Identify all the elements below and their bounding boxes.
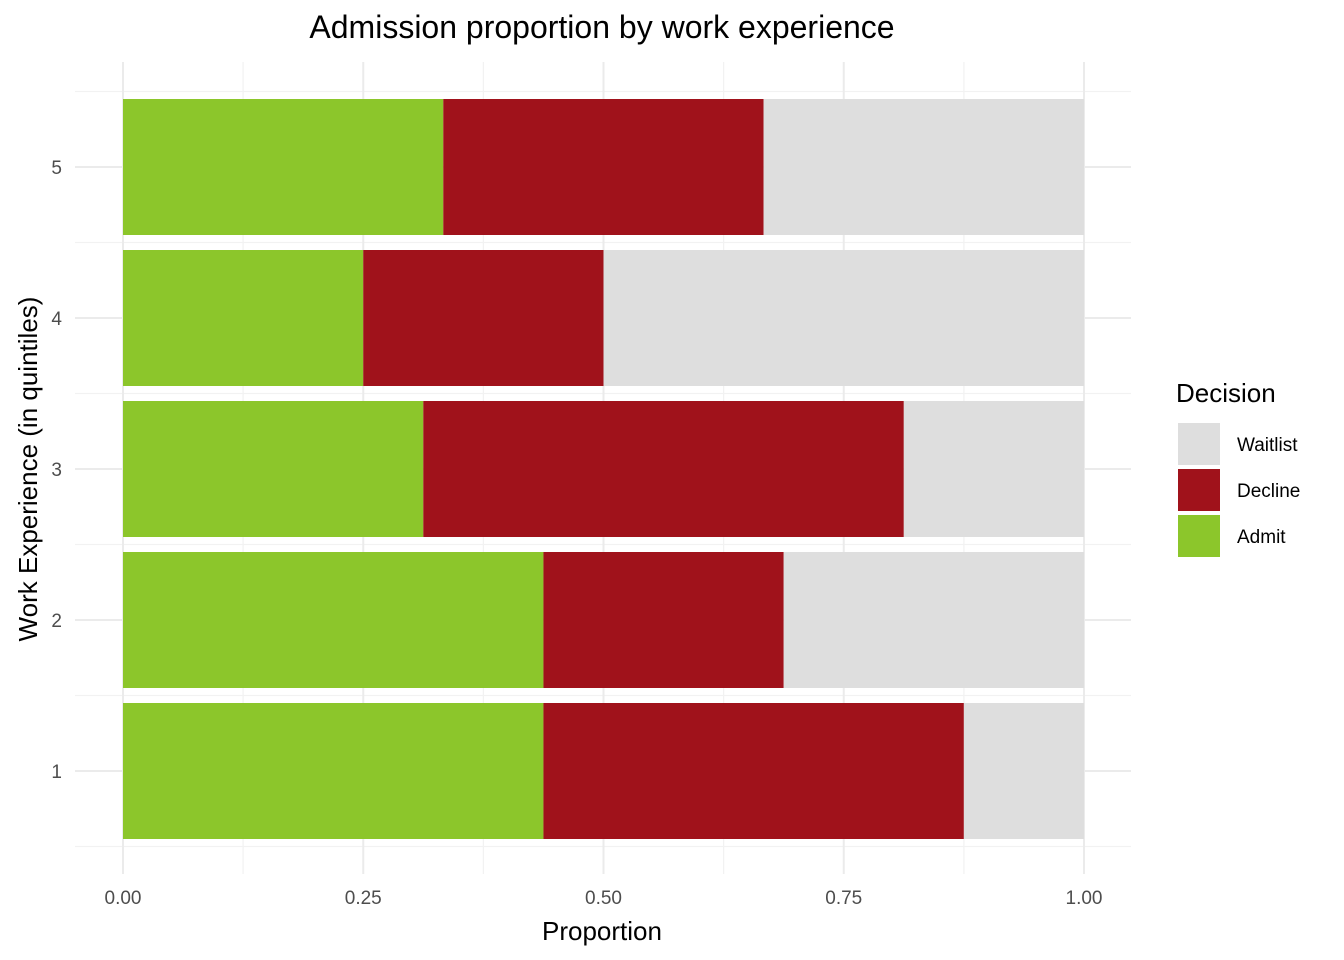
bar-admit-1 [123,703,544,839]
bar-waitlist-2 [783,552,1084,688]
bar-admit-5 [123,99,444,235]
bar-admit-2 [123,552,544,688]
bar-admit-3 [123,401,424,537]
legend: Decision Waitlist Decline Admit [1176,378,1300,557]
y-tick-label: 2 [51,611,62,632]
x-tick-label: 0.25 [345,888,382,909]
bar-waitlist-1 [963,703,1084,839]
y-axis-title: Work Experience (in quintiles) [13,297,43,642]
x-tick-label: 0.75 [825,888,862,909]
bars [123,99,1084,839]
legend-key-waitlist [1178,423,1220,465]
legend-label-admit: Admit [1237,527,1286,548]
bar-decline-1 [543,703,964,839]
legend-key-decline [1178,469,1220,511]
x-tick-label: 0.50 [585,888,622,909]
legend-label-waitlist: Waitlist [1237,435,1298,456]
bar-decline-4 [363,250,604,386]
y-tick-label: 4 [51,309,62,330]
x-axis-ticks: 0.00 0.25 0.50 0.75 1.00 [105,888,1103,909]
chart-title: Admission proportion by work experience [309,9,894,45]
y-tick-label: 3 [51,460,62,481]
bar-decline-3 [423,401,904,537]
bar-waitlist-4 [603,250,1084,386]
bar-waitlist-5 [763,99,1084,235]
legend-title: Decision [1176,378,1276,408]
bar-admit-4 [123,250,364,386]
y-tick-label: 5 [51,158,62,179]
x-axis-title: Proportion [542,916,662,946]
x-tick-label: 1.00 [1066,888,1103,909]
y-tick-label: 1 [51,762,62,783]
y-axis-ticks: 1 2 3 4 5 [51,158,62,783]
bar-decline-2 [543,552,784,688]
bar-decline-5 [443,99,764,235]
legend-label-decline: Decline [1237,481,1300,502]
x-tick-label: 0.00 [105,888,142,909]
legend-key-admit [1178,515,1220,557]
bar-waitlist-3 [903,401,1084,537]
